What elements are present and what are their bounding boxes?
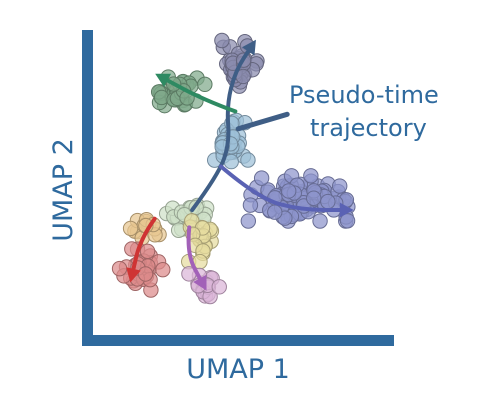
cell-point: [155, 261, 171, 278]
annotation-line-1: Pseudo-time: [289, 81, 439, 109]
cell-point: [197, 76, 213, 93]
cluster-right: [240, 168, 356, 229]
cluster-yellow: [181, 213, 220, 270]
trajectory-to-red-arrowhead: [126, 267, 141, 283]
annotation-pointer: [235, 111, 290, 132]
cell-point: [281, 183, 297, 199]
cell-point: [111, 260, 128, 277]
trajectory-to-upper-left: [158, 74, 238, 114]
trajectory-arrows: [126, 39, 354, 291]
trajectory-to-right: [218, 164, 350, 212]
trajectory-to-purple-arrowhead: [193, 274, 207, 291]
trajectory-to-red: [129, 216, 157, 279]
x-axis-label: UMAP 1: [186, 354, 290, 385]
cell-point: [305, 190, 322, 206]
annotation: [235, 111, 290, 132]
cluster-red: [111, 241, 171, 298]
y-axis-label: UMAP 2: [48, 138, 79, 242]
cell-point: [122, 220, 139, 237]
annotation-line-2: trajectory: [310, 114, 427, 142]
y-axis-line: [82, 30, 93, 346]
cell-point: [312, 213, 328, 229]
cell-point: [242, 197, 259, 213]
cell-point: [211, 279, 227, 295]
cluster-top: [214, 32, 265, 94]
cell-point: [303, 168, 319, 184]
cell-point: [253, 170, 270, 186]
cell-point: [320, 193, 336, 210]
trajectory-main-trunk-arrowhead: [241, 39, 256, 56]
cluster-upper-left: [150, 69, 213, 114]
trajectory-main-trunk: [190, 42, 255, 212]
cell-point: [137, 266, 154, 282]
cell-point: [332, 178, 348, 194]
x-axis-line: [82, 335, 394, 346]
cell-point: [240, 152, 256, 168]
cell-point: [267, 204, 283, 220]
trajectory-to-right-arrowhead: [339, 202, 354, 218]
cell-point: [339, 213, 356, 229]
cluster-orange: [122, 211, 167, 246]
cell-point: [139, 243, 156, 260]
trajectory-to-purple: [186, 225, 206, 288]
cluster-middle: [206, 112, 256, 170]
trajectory-to-upper-left-arrowhead: [155, 73, 172, 87]
cell-point: [214, 32, 230, 49]
axes: [82, 30, 394, 346]
cell-point: [240, 213, 257, 229]
